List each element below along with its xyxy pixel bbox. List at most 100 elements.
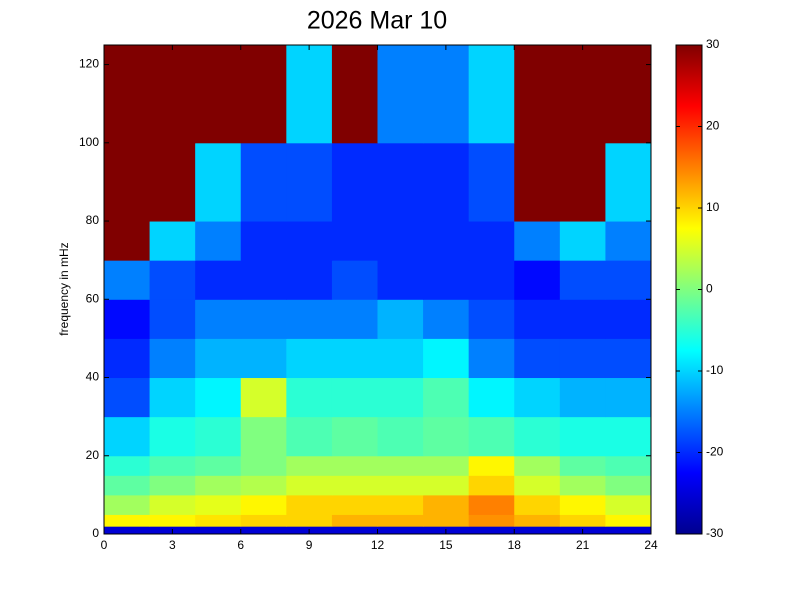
heatmap-cell — [514, 260, 561, 300]
heatmap-cell — [514, 45, 561, 144]
heatmap-cell — [605, 299, 652, 339]
heatmap-cell — [286, 45, 333, 144]
heatmap-cell — [468, 377, 515, 418]
heatmap-cell — [195, 338, 242, 379]
heatmap-cell — [377, 494, 424, 515]
heatmap-cell — [559, 338, 606, 379]
heatmap-cell — [331, 526, 378, 535]
heatmap-cell — [195, 299, 242, 339]
heatmap-cell — [149, 416, 196, 457]
heatmap-cell — [377, 299, 424, 339]
heatmap-cell — [240, 142, 287, 222]
heatmap-cell — [149, 45, 196, 144]
heatmap-cell — [149, 299, 196, 339]
y-tick-label: 80 — [86, 213, 100, 227]
heatmap-cell — [468, 221, 515, 261]
heatmap-cell — [104, 299, 151, 339]
heatmap-cell — [240, 494, 287, 515]
heatmap-cell — [331, 260, 378, 300]
heatmap-cell — [559, 475, 606, 496]
heatmap-cell — [377, 514, 424, 527]
heatmap-cell — [104, 260, 151, 300]
colorbar-tick-label: -20 — [706, 445, 724, 459]
heatmap-cell — [104, 45, 151, 144]
heatmap-cell — [468, 142, 515, 222]
heatmap-cell — [286, 416, 333, 457]
heatmap-cell — [286, 221, 333, 261]
heatmap-cell — [195, 494, 242, 515]
heatmap-cell — [423, 142, 470, 222]
heatmap-cell — [468, 514, 515, 527]
heatmap-cell — [195, 45, 242, 144]
heatmap-cell — [286, 475, 333, 496]
heatmap-cell — [514, 221, 561, 261]
x-tick-label: 21 — [576, 538, 590, 552]
heatmap-cell — [331, 221, 378, 261]
heatmap-cell — [240, 299, 287, 339]
x-tick-label: 0 — [101, 538, 108, 552]
heatmap-cell — [240, 455, 287, 476]
y-tick-label: 100 — [79, 135, 99, 149]
heatmap-cell — [423, 377, 470, 418]
heatmap-cell — [377, 377, 424, 418]
heatmap-cell — [423, 514, 470, 527]
heatmap-cell — [423, 338, 470, 379]
heatmap-cell — [514, 475, 561, 496]
heatmap-cell — [286, 260, 333, 300]
heatmap-cell — [195, 475, 242, 496]
heatmap-cell — [104, 221, 151, 261]
heatmap-cell — [468, 416, 515, 457]
heatmap-cell — [104, 514, 151, 527]
x-tick-label: 9 — [306, 538, 313, 552]
heatmap-cell — [286, 494, 333, 515]
heatmap-cell — [286, 142, 333, 222]
heatmap-cell — [559, 260, 606, 300]
heatmap-cell — [240, 338, 287, 379]
colorbar-tick-label: -30 — [706, 526, 724, 540]
heatmap-cell — [331, 338, 378, 379]
heatmap-cell — [514, 377, 561, 418]
heatmap-cell — [195, 526, 242, 535]
heatmap-cell — [149, 475, 196, 496]
heatmap-cell — [423, 221, 470, 261]
heatmap — [104, 45, 652, 535]
heatmap-cell — [331, 142, 378, 222]
heatmap-cell — [195, 221, 242, 261]
heatmap-cell — [331, 514, 378, 527]
chart-title: 2026 Mar 10 — [307, 7, 447, 35]
heatmap-cell — [104, 475, 151, 496]
heatmap-cell — [559, 377, 606, 418]
heatmap-cell — [423, 494, 470, 515]
y-tick-label: 120 — [79, 57, 99, 71]
colorbar-tick-label: 20 — [706, 119, 720, 133]
heatmap-cell — [468, 475, 515, 496]
heatmap-cell — [605, 338, 652, 379]
heatmap-cell — [195, 455, 242, 476]
heatmap-cell — [149, 142, 196, 222]
heatmap-cell — [240, 45, 287, 144]
heatmap-cell — [468, 299, 515, 339]
heatmap-cell — [104, 455, 151, 476]
colorbar-tick-label: 30 — [706, 37, 720, 51]
heatmap-cell — [605, 45, 652, 144]
y-axis-label: frequency in mHz — [57, 242, 71, 335]
heatmap-cell — [514, 526, 561, 535]
x-tick-label: 12 — [371, 538, 385, 552]
heatmap-cell — [559, 45, 606, 144]
heatmap-cell — [104, 416, 151, 457]
heatmap-cell — [605, 142, 652, 222]
heatmap-cell — [468, 338, 515, 379]
heatmap-cell — [149, 514, 196, 527]
colorbar — [676, 45, 702, 534]
heatmap-cell — [468, 455, 515, 476]
heatmap-cell — [149, 455, 196, 476]
heatmap-cell — [104, 526, 151, 535]
heatmap-cell — [104, 494, 151, 515]
heatmap-cell — [605, 494, 652, 515]
heatmap-cell — [149, 377, 196, 418]
heatmap-cell — [423, 455, 470, 476]
x-tick-label: 24 — [644, 538, 658, 552]
heatmap-cell — [423, 260, 470, 300]
heatmap-cell — [605, 377, 652, 418]
